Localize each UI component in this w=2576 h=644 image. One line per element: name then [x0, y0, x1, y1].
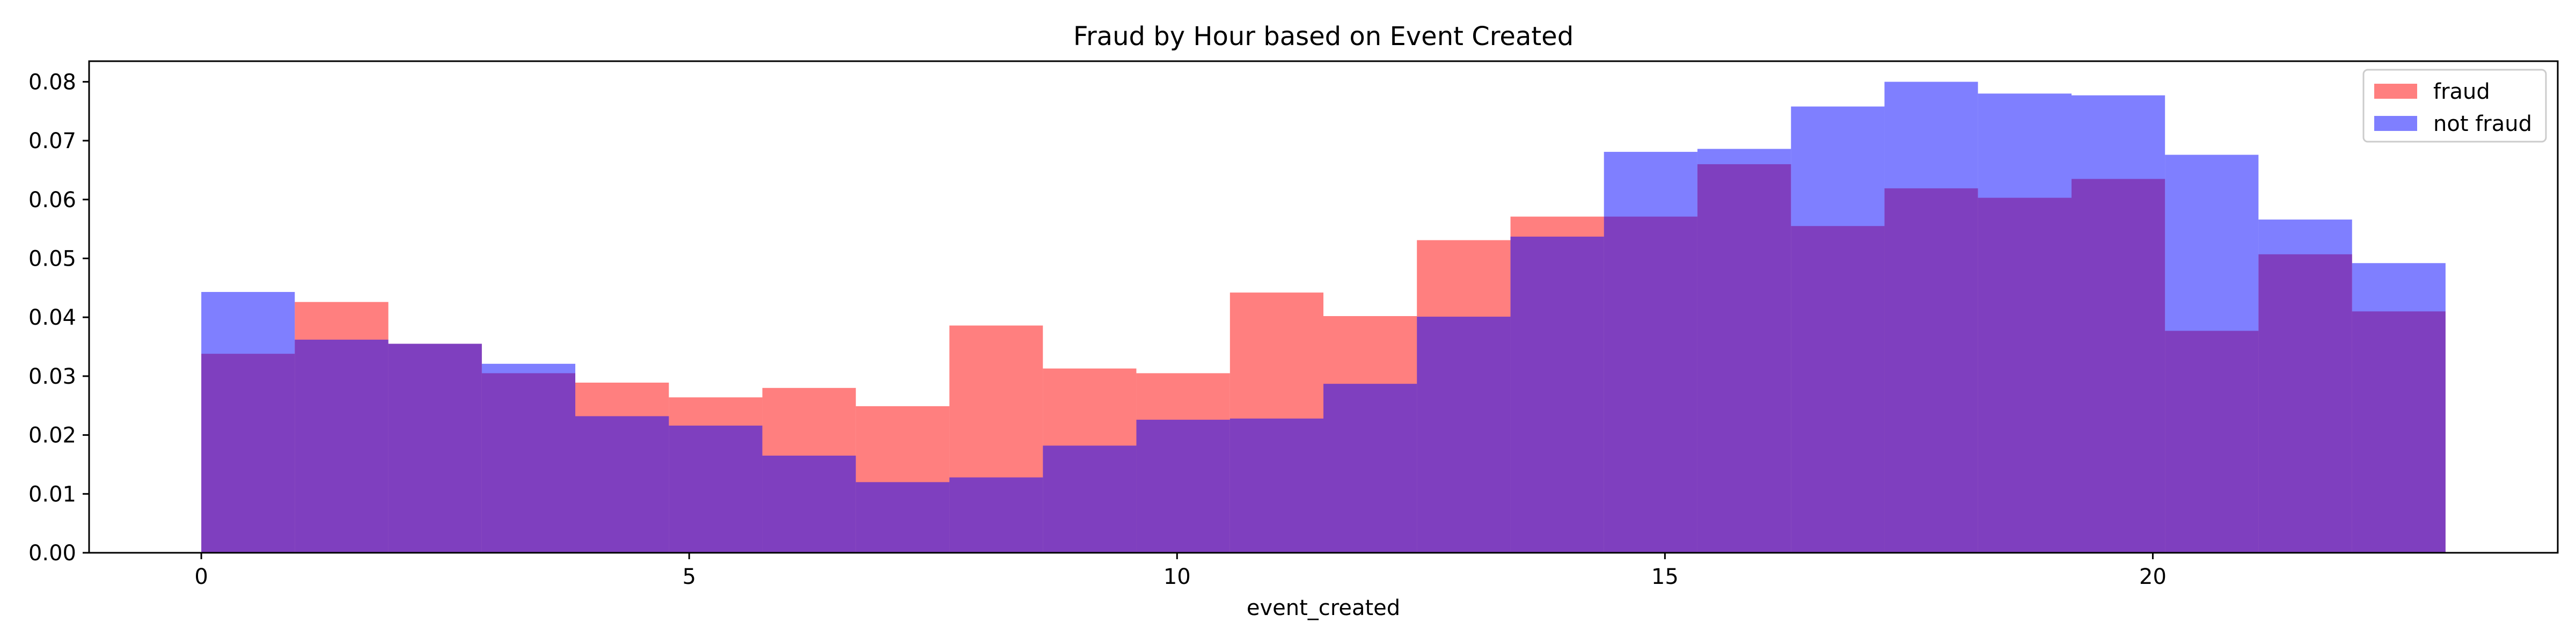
y-tick-label: 0.01	[28, 482, 76, 507]
bar-not-fraud-4	[575, 416, 669, 553]
bar-not-fraud-0	[201, 292, 295, 553]
y-tick-label: 0.03	[28, 364, 76, 389]
series-not-fraud	[201, 82, 2446, 553]
bar-not-fraud-23	[2352, 263, 2446, 553]
bar-not-fraud-5	[669, 426, 763, 553]
bar-not-fraud-12	[1323, 384, 1417, 553]
y-tick-label: 0.04	[28, 305, 76, 330]
bar-not-fraud-6	[762, 455, 856, 553]
y-tick-label: 0.08	[28, 70, 76, 94]
legend-swatch-not-fraud	[2374, 116, 2417, 131]
plot-frame	[88, 60, 2559, 554]
y-tick-label: 0.02	[28, 423, 76, 448]
y-tick-label: 0.06	[28, 188, 76, 213]
x-tick-label: 5	[682, 565, 696, 589]
x-tick-label: 15	[1651, 565, 1679, 589]
bar-not-fraud-17	[1791, 106, 1885, 553]
bar-not-fraud-22	[2258, 219, 2352, 553]
x-tick-label: 0	[194, 565, 208, 589]
bar-not-fraud-19	[1978, 93, 2072, 553]
bar-not-fraud-2	[388, 343, 482, 553]
bar-not-fraud-13	[1417, 317, 1511, 553]
legend-label-not-fraud: not fraud	[2433, 112, 2532, 136]
bar-not-fraud-10	[1136, 420, 1230, 553]
chart-title: Fraud by Hour based on Event Created	[1073, 21, 1574, 52]
x-tick-label: 20	[2139, 565, 2167, 589]
x-tick-label: 10	[1163, 565, 1191, 589]
x-axis-label: event_created	[1247, 596, 1400, 620]
y-axis: 0.00 0.01 0.02 0.03 0.04 0.05 0.06 0.07 0.08	[28, 70, 89, 566]
x-axis: 0 5 10 15 20	[194, 553, 2167, 589]
bar-not-fraud-16	[1697, 149, 1791, 553]
y-tick-label: 0.00	[28, 541, 76, 566]
bar-not-fraud-7	[855, 482, 950, 553]
bar-not-fraud-14	[1510, 236, 1604, 553]
bar-not-fraud-1	[295, 339, 389, 553]
legend-label-fraud: fraud	[2433, 79, 2490, 104]
bar-not-fraud-11	[1230, 418, 1323, 553]
bar-not-fraud-3	[481, 363, 575, 553]
bar-not-fraud-8	[949, 477, 1043, 553]
legend: fraud not fraud	[2362, 69, 2547, 143]
bars-layer	[201, 82, 2446, 553]
bar-not-fraud-15	[1604, 151, 1697, 553]
bar-not-fraud-9	[1043, 445, 1137, 553]
legend-swatch-fraud	[2374, 84, 2417, 99]
y-tick-label: 0.07	[28, 129, 76, 153]
bar-not-fraud-20	[2072, 95, 2165, 553]
y-tick-label: 0.05	[28, 246, 76, 271]
bar-not-fraud-18	[1884, 82, 1978, 553]
bar-not-fraud-21	[2165, 155, 2259, 553]
